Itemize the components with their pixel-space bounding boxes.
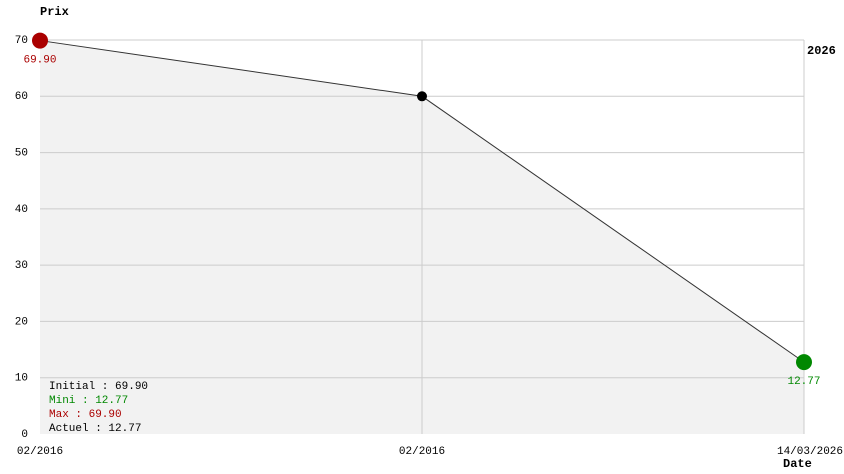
point <box>417 91 427 102</box>
stat-line: Initial : 69.90 <box>49 381 148 393</box>
value-label: 12.77 <box>787 376 820 388</box>
annotation: 2026 <box>807 44 836 58</box>
stat-line: Actuel : 12.77 <box>49 423 141 435</box>
x-tick-label: 02/2016 <box>399 446 445 458</box>
y-tick-label: 70 <box>15 35 28 47</box>
x-tick-label: 02/2016 <box>17 446 63 458</box>
point <box>32 32 48 49</box>
y-tick-label: 50 <box>15 147 28 159</box>
y-tick-label: 20 <box>15 316 28 328</box>
y-tick-label: 30 <box>15 260 28 272</box>
x-tick-label: 14/03/2026 <box>777 446 843 458</box>
y-axis-label: Prix <box>40 5 69 19</box>
y-tick-label: 40 <box>15 204 28 216</box>
point <box>796 354 812 371</box>
y-tick-label: 10 <box>15 373 28 385</box>
x-axis-label: Date <box>783 457 812 471</box>
stat-line: Mini : 12.77 <box>49 395 128 407</box>
y-tick-label: 60 <box>15 91 28 103</box>
value-label: 69.90 <box>23 54 56 66</box>
y-tick-label: 0 <box>21 429 28 441</box>
stat-line: Max : 69.90 <box>49 409 122 421</box>
